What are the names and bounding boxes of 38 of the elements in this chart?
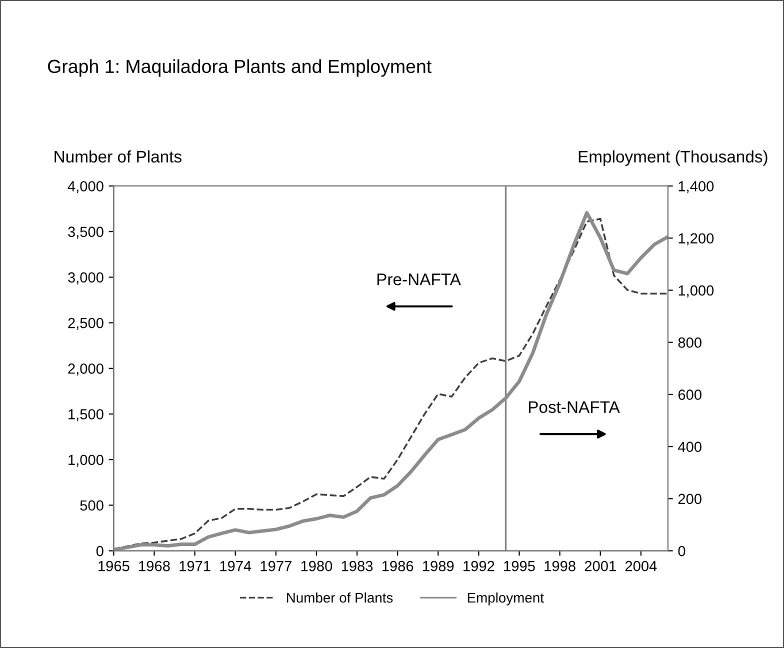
x-tick-label: 1992	[464, 560, 494, 572]
y-tick-label: 3,500	[68, 226, 104, 239]
y-tick-label: 4,000	[68, 181, 104, 194]
y2-tick-label: 0	[678, 546, 686, 556]
y2-tick-label: 1,200	[678, 233, 714, 246]
y2-tick-label: 600	[678, 390, 702, 400]
y-tick-label: 2,000	[68, 363, 104, 376]
legend-label: Employment	[468, 592, 544, 606]
x-tick-label: 1968	[139, 560, 170, 572]
y2-tick-label: 400	[678, 442, 702, 452]
y2-tick-label: 1,400	[678, 181, 714, 194]
y-tick-label: 1,000	[68, 454, 104, 467]
chart-title: Graph 1: Maquiladora Plants and Employment	[48, 59, 432, 77]
x-tick-label: 1971	[180, 560, 210, 572]
annotation: Pre-NAFTA	[377, 274, 461, 286]
y-tick-label: 2,500	[68, 318, 104, 330]
x-tick-label: 1983	[342, 560, 373, 572]
x-tick-label: 1989	[423, 560, 454, 572]
x-tick-label: 1998	[544, 560, 576, 572]
x-tick-label: 1977	[260, 560, 292, 572]
legend-label: Number of Plants	[287, 592, 393, 603]
y2-axis-title: Employment (Thousands)	[578, 150, 768, 166]
y2-tick-label: 1,000	[678, 285, 714, 298]
y-tick-label: 1,500	[68, 409, 104, 422]
x-tick-label: 2004	[625, 560, 657, 572]
x-tick-label: 1986	[382, 560, 414, 572]
y-tick-label: 3,000	[68, 272, 104, 284]
x-tick-label: 2001	[584, 560, 616, 572]
x-tick-label: 1965	[98, 560, 130, 572]
annotation: Post-NAFTA	[528, 401, 620, 413]
y2-tick-label: 800	[678, 337, 702, 348]
y-tick-label: 500	[80, 500, 104, 511]
y2-tick-label: 200	[678, 494, 702, 504]
y-tick-label: 0	[96, 546, 104, 556]
x-tick-label: 1980	[301, 560, 332, 572]
x-tick-label: 1974	[220, 560, 252, 572]
y-axis-title: Number of Plants	[54, 150, 182, 163]
x-tick-label: 1995	[504, 560, 535, 572]
